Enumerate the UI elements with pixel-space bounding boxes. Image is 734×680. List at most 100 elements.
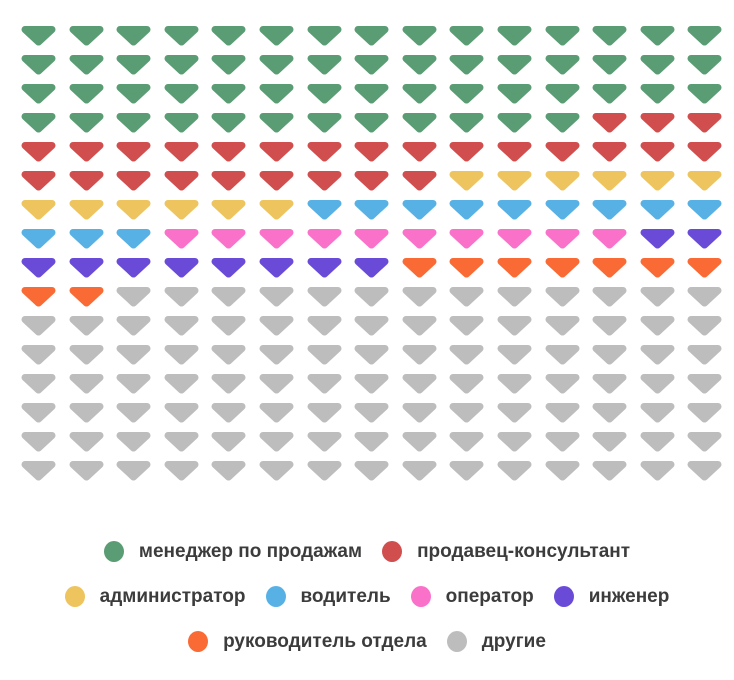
triangle-down-icon bbox=[307, 171, 342, 191]
pictogram-cell bbox=[686, 344, 734, 365]
pictogram-cell bbox=[591, 431, 639, 452]
legend-circle-marker bbox=[265, 586, 286, 607]
triangle-down-icon bbox=[402, 316, 437, 336]
triangle-down-icon bbox=[497, 200, 532, 220]
triangle-down-icon bbox=[259, 316, 294, 336]
pictogram-cell bbox=[496, 257, 544, 278]
pictogram-cell bbox=[306, 83, 354, 104]
pictogram-cell bbox=[448, 228, 496, 249]
triangle-down-icon bbox=[21, 229, 56, 249]
pictogram-cell bbox=[544, 199, 592, 220]
pictogram-cell bbox=[210, 54, 258, 75]
triangle-down-icon bbox=[687, 200, 722, 220]
pictogram-cell bbox=[258, 54, 306, 75]
pictogram-cell bbox=[68, 199, 116, 220]
pictogram-cell bbox=[448, 402, 496, 423]
legend-circle-marker bbox=[446, 631, 467, 652]
triangle-down-icon bbox=[545, 142, 580, 162]
triangle-down-icon bbox=[402, 26, 437, 46]
triangle-down-icon bbox=[211, 229, 246, 249]
triangle-down-icon bbox=[354, 200, 389, 220]
triangle-down-icon bbox=[259, 84, 294, 104]
legend-item-0: менеджер по продажам bbox=[103, 541, 362, 562]
triangle-down-icon bbox=[211, 171, 246, 191]
pictogram-cell bbox=[401, 286, 449, 307]
triangle-down-icon bbox=[354, 113, 389, 133]
pictogram-cell bbox=[210, 170, 258, 191]
triangle-down-icon bbox=[116, 316, 151, 336]
pictogram-cell bbox=[115, 83, 163, 104]
pictogram-cell bbox=[163, 315, 211, 336]
pictogram-cell bbox=[258, 460, 306, 481]
triangle-down-icon bbox=[21, 287, 56, 307]
triangle-down-icon bbox=[449, 142, 484, 162]
pictogram-cell bbox=[353, 257, 401, 278]
triangle-down-icon bbox=[545, 403, 580, 423]
pictogram-cell bbox=[353, 373, 401, 394]
triangle-down-icon bbox=[307, 432, 342, 452]
pictogram-cell bbox=[591, 315, 639, 336]
triangle-down-icon bbox=[497, 171, 532, 191]
triangle-down-icon bbox=[640, 461, 675, 481]
triangle-down-icon bbox=[164, 432, 199, 452]
triangle-down-icon bbox=[69, 84, 104, 104]
triangle-down-icon bbox=[545, 229, 580, 249]
legend-circle-marker bbox=[410, 586, 431, 607]
pictogram-cell bbox=[115, 257, 163, 278]
triangle-down-icon bbox=[592, 461, 627, 481]
triangle-down-icon bbox=[687, 229, 722, 249]
triangle-down-icon bbox=[116, 55, 151, 75]
pictogram-cell bbox=[448, 54, 496, 75]
pictogram-cell bbox=[163, 54, 211, 75]
triangle-down-icon bbox=[545, 258, 580, 278]
legend-label: инженер bbox=[588, 586, 670, 607]
pictogram-cell bbox=[686, 257, 734, 278]
pictogram-cell bbox=[68, 228, 116, 249]
triangle-down-icon bbox=[449, 113, 484, 133]
triangle-down-icon bbox=[69, 171, 104, 191]
legend-item-2: администратор bbox=[64, 586, 246, 607]
pictogram-cell bbox=[258, 431, 306, 452]
pictogram-cell bbox=[115, 431, 163, 452]
pictogram-cell bbox=[163, 112, 211, 133]
pictogram-cell bbox=[258, 141, 306, 162]
triangle-down-icon bbox=[259, 461, 294, 481]
pictogram-cell bbox=[544, 315, 592, 336]
pictogram-cell bbox=[115, 54, 163, 75]
triangle-down-icon bbox=[116, 461, 151, 481]
triangle-down-icon bbox=[687, 316, 722, 336]
pictogram-cell bbox=[686, 431, 734, 452]
triangle-down-icon bbox=[687, 374, 722, 394]
pictogram-cell bbox=[306, 431, 354, 452]
triangle-down-icon bbox=[21, 200, 56, 220]
triangle-down-icon bbox=[164, 258, 199, 278]
pictogram-cell bbox=[544, 257, 592, 278]
pictogram-cell bbox=[306, 286, 354, 307]
triangle-down-icon bbox=[687, 84, 722, 104]
pictogram-cell bbox=[448, 112, 496, 133]
triangle-down-icon bbox=[21, 171, 56, 191]
pictogram-cell bbox=[68, 402, 116, 423]
pictogram-cell bbox=[210, 460, 258, 481]
triangle-down-icon bbox=[354, 258, 389, 278]
pictogram-cell bbox=[496, 112, 544, 133]
pictogram-cell bbox=[686, 402, 734, 423]
pictogram-cell bbox=[20, 431, 68, 452]
triangle-down-icon bbox=[592, 374, 627, 394]
pictogram-cell bbox=[401, 344, 449, 365]
triangle-down-icon bbox=[69, 403, 104, 423]
triangle-down-icon bbox=[69, 113, 104, 133]
pictogram-cell bbox=[306, 228, 354, 249]
legend-item-3: водитель bbox=[265, 586, 391, 607]
pictogram-cell bbox=[639, 286, 687, 307]
pictogram-cell bbox=[353, 431, 401, 452]
pictogram-cell bbox=[496, 402, 544, 423]
pictogram-cell bbox=[68, 315, 116, 336]
pictogram-cell bbox=[68, 344, 116, 365]
triangle-down-icon bbox=[21, 403, 56, 423]
triangle-down-icon bbox=[640, 113, 675, 133]
triangle-down-icon bbox=[164, 316, 199, 336]
triangle-down-icon bbox=[116, 171, 151, 191]
pictogram-cell bbox=[686, 286, 734, 307]
triangle-down-icon bbox=[164, 229, 199, 249]
